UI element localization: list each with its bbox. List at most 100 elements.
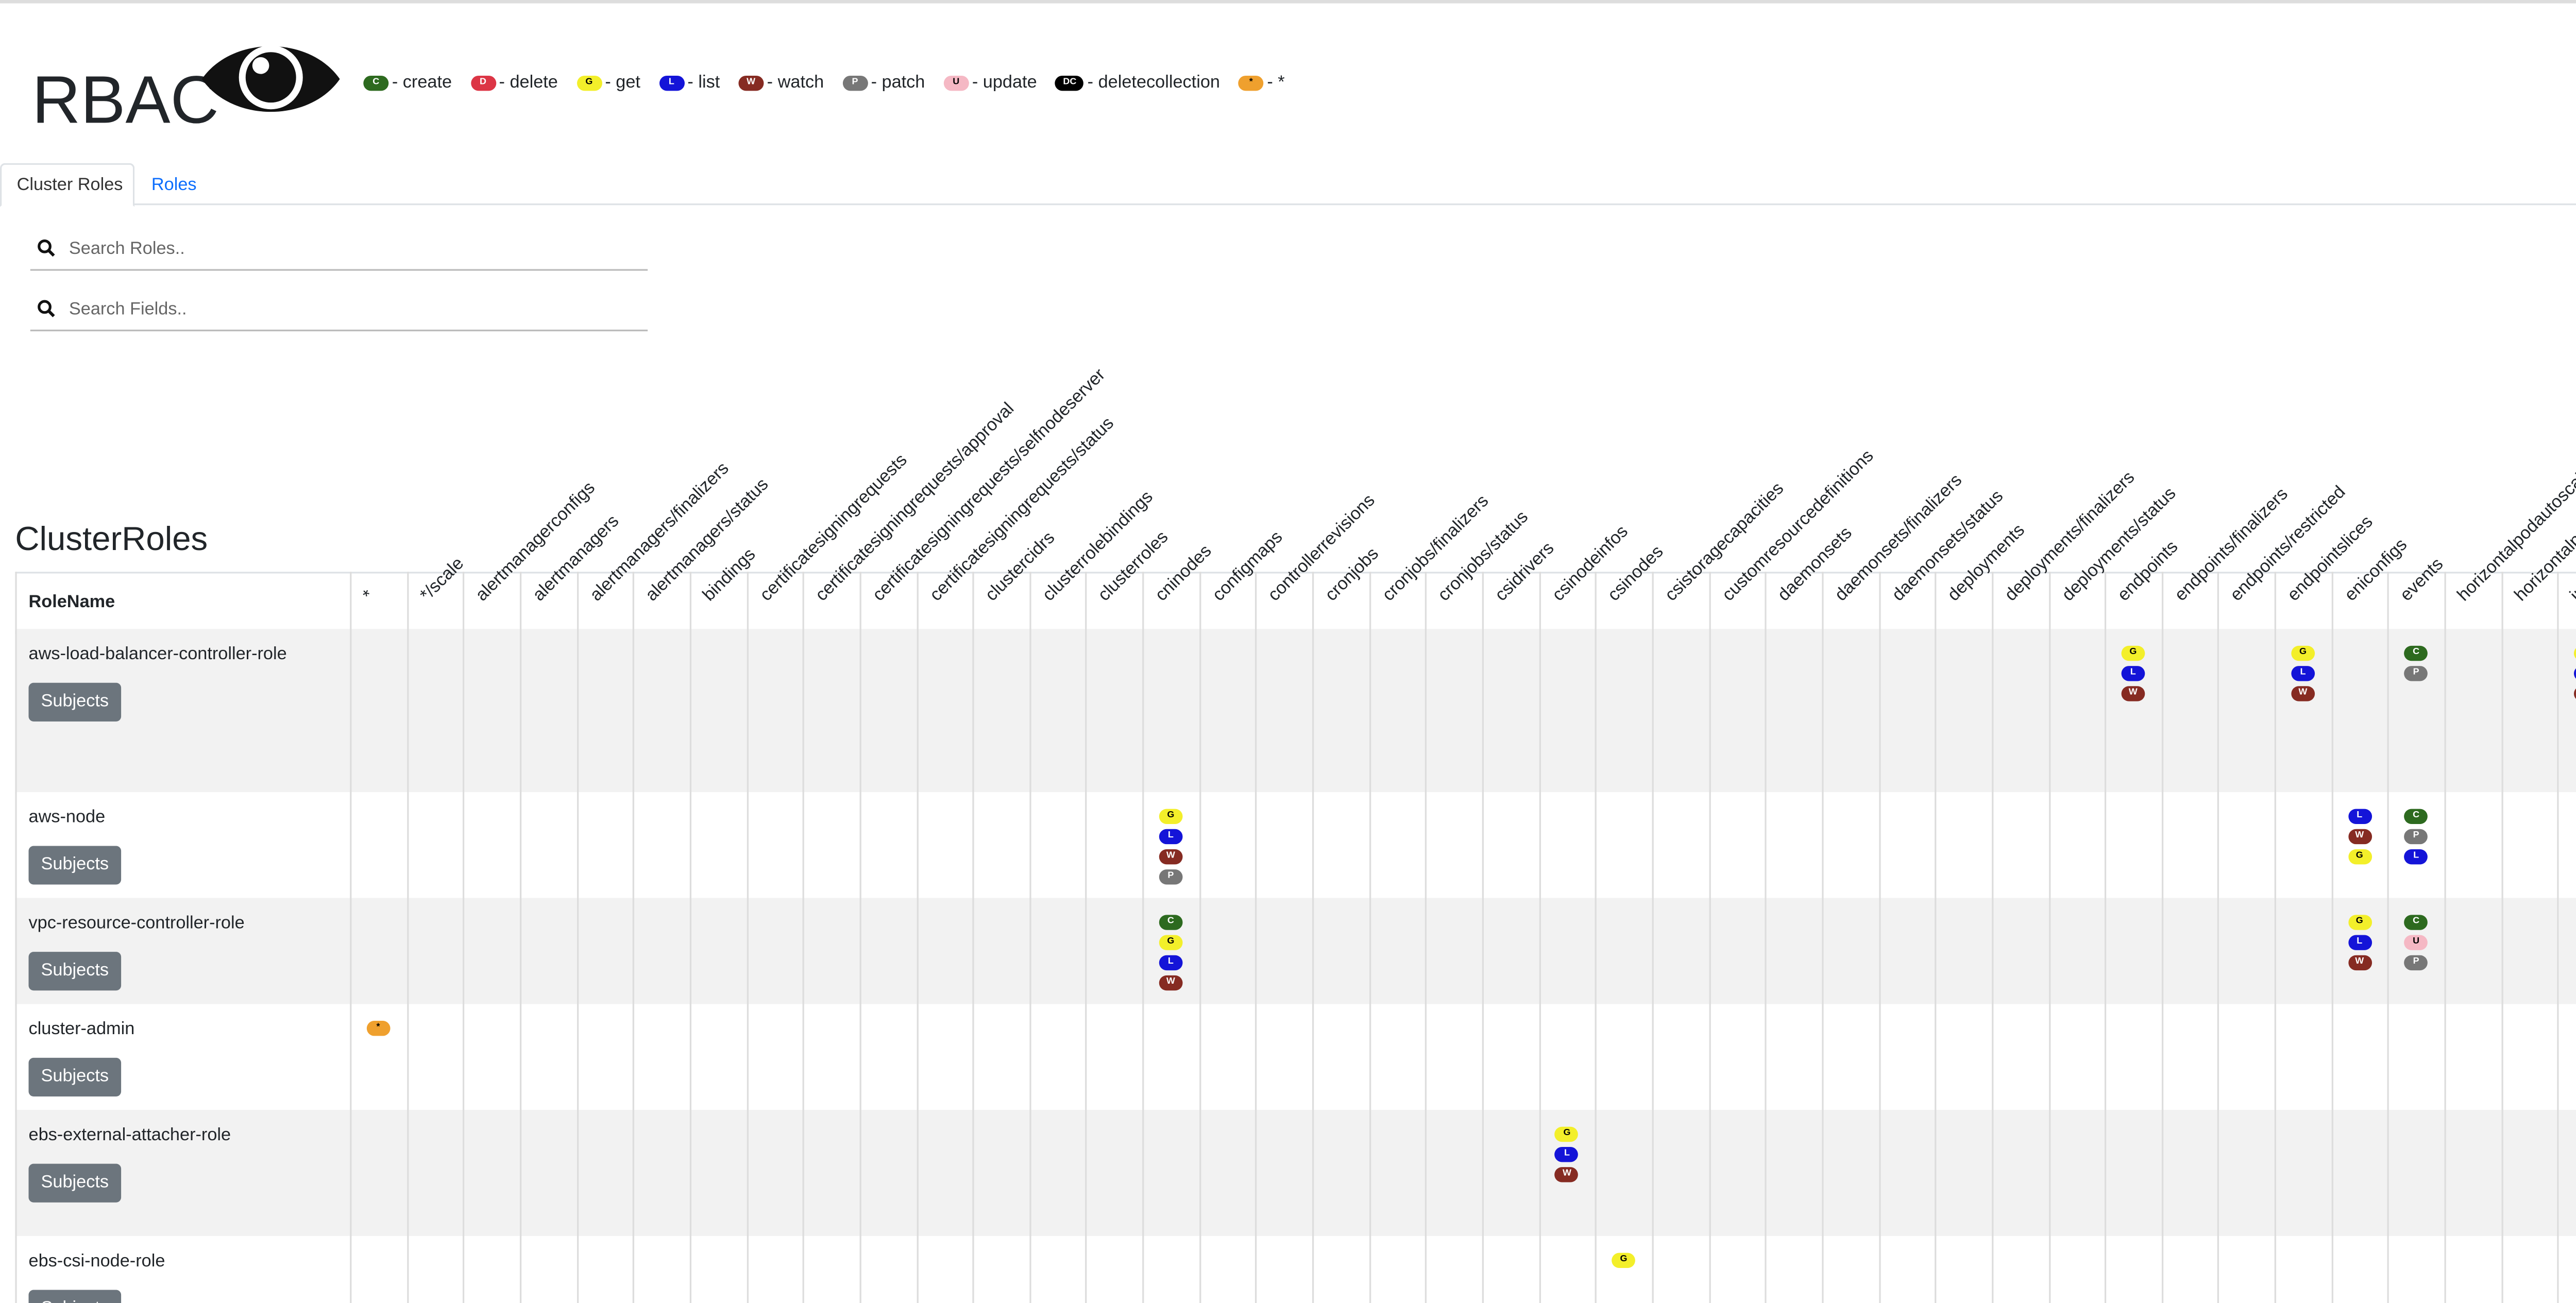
column-border — [1878, 572, 1880, 1303]
column-border — [2275, 572, 2277, 1303]
tab-line — [0, 203, 2576, 205]
column-border — [2501, 572, 2503, 1303]
legend-badge: U — [943, 75, 969, 91]
verb-badge: L — [2291, 666, 2315, 681]
verb-badge: L — [1159, 955, 1183, 971]
subjects-button[interactable]: Subjects — [28, 846, 122, 885]
column-border — [1765, 572, 1767, 1303]
legend-badge: D — [470, 75, 496, 91]
verb-badge: P — [2404, 829, 2428, 845]
legend-badge: G — [576, 75, 602, 91]
role-name: ebs-csi-node-role — [28, 1251, 165, 1272]
legend-badge: W — [738, 75, 764, 91]
search-input[interactable]: Search Roles.. — [69, 238, 185, 259]
legend-badge: L — [658, 75, 684, 91]
subjects-button[interactable]: Subjects — [28, 682, 122, 722]
column-border — [1312, 572, 1314, 1303]
column-border — [972, 572, 975, 1303]
column-border — [1708, 572, 1710, 1303]
verb-badge: * — [366, 1021, 390, 1036]
column-border — [1425, 572, 1428, 1303]
section-title: ClusterRoles — [15, 521, 208, 559]
legend-label: - create — [392, 72, 452, 93]
name-col-border — [350, 572, 352, 1303]
verb-badge: G — [1159, 809, 1183, 825]
column-border — [1991, 572, 1993, 1303]
role-name: aws-load-balancer-controller-role — [28, 644, 287, 664]
subjects-button[interactable]: Subjects — [28, 952, 122, 991]
column-border — [2557, 572, 2560, 1303]
subjects-button[interactable]: Subjects — [28, 1290, 122, 1303]
legend-label: - delete — [499, 72, 558, 93]
subjects-button[interactable]: Subjects — [28, 1057, 122, 1096]
top-border — [0, 0, 2576, 4]
column-border — [519, 572, 522, 1303]
table-left-border — [15, 572, 17, 1303]
legend-badge: * — [1238, 75, 1264, 91]
column-border — [746, 572, 748, 1303]
verb-badge: W — [1159, 849, 1183, 865]
verb-badge: P — [2404, 955, 2428, 971]
column-border — [1256, 572, 1258, 1303]
column-border — [803, 572, 805, 1303]
column-border — [1652, 572, 1654, 1303]
verb-badge: C — [2404, 645, 2428, 661]
verb-badge: U — [2404, 935, 2428, 950]
tab[interactable]: Roles — [151, 175, 197, 195]
column-border — [1538, 572, 1540, 1303]
role-name: vpc-resource-controller-role — [28, 913, 245, 934]
verb-badge: C — [2404, 809, 2428, 825]
legend-badge: P — [842, 75, 868, 91]
search-input[interactable]: Search Fields.. — [69, 299, 187, 320]
column-border — [2331, 572, 2333, 1303]
column-border — [1142, 572, 1144, 1303]
column-border — [1821, 572, 1824, 1303]
subjects-button[interactable]: Subjects — [28, 1163, 122, 1203]
verb-badge: W — [2291, 686, 2315, 701]
search-underline — [30, 269, 648, 271]
column-border — [1086, 572, 1088, 1303]
column-border — [1595, 572, 1597, 1303]
column-border — [916, 572, 918, 1303]
column-border — [633, 572, 635, 1303]
verb-badge: W — [2574, 686, 2576, 701]
column-border — [2218, 572, 2220, 1303]
verb-badge: G — [2121, 645, 2145, 661]
column-border — [406, 572, 409, 1303]
legend-label: - patch — [871, 72, 925, 93]
legend-label: - update — [972, 72, 1037, 93]
verb-badge: W — [2347, 829, 2371, 845]
legend-label: - list — [687, 72, 720, 93]
verb-badge: W — [1555, 1167, 1579, 1182]
verb-badge: C — [2404, 915, 2428, 930]
role-name: ebs-external-attacher-role — [28, 1125, 231, 1145]
tab[interactable]: Cluster Roles — [16, 175, 123, 195]
legend-label: - * — [1267, 72, 1285, 93]
verb-badge: G — [1159, 935, 1183, 950]
column-border — [2161, 572, 2163, 1303]
app-title: RBAC — [32, 64, 219, 138]
table-row — [15, 898, 2576, 1006]
table-row — [15, 1236, 2576, 1303]
column-border — [2105, 572, 2107, 1303]
verb-badge: L — [2121, 666, 2145, 681]
column-border — [1482, 572, 1484, 1303]
role-name: cluster-admin — [28, 1019, 135, 1039]
column-border — [576, 572, 578, 1303]
tab-active — [0, 163, 135, 207]
legend-badge: C — [363, 75, 389, 91]
verb-badge: W — [1159, 975, 1183, 991]
legend-badge: DC — [1055, 75, 1084, 91]
table-row — [15, 1004, 2576, 1112]
column-border — [2444, 572, 2446, 1303]
column-border — [2048, 572, 2050, 1303]
verb-badge: G — [1555, 1126, 1579, 1142]
column-border — [1368, 572, 1371, 1303]
column-border — [1199, 572, 1201, 1303]
verb-badge: L — [2404, 849, 2428, 865]
table-row — [15, 792, 2576, 900]
verb-badge: P — [1159, 869, 1183, 885]
verb-badge: G — [2347, 915, 2371, 930]
verb-badge: L — [2347, 809, 2371, 825]
